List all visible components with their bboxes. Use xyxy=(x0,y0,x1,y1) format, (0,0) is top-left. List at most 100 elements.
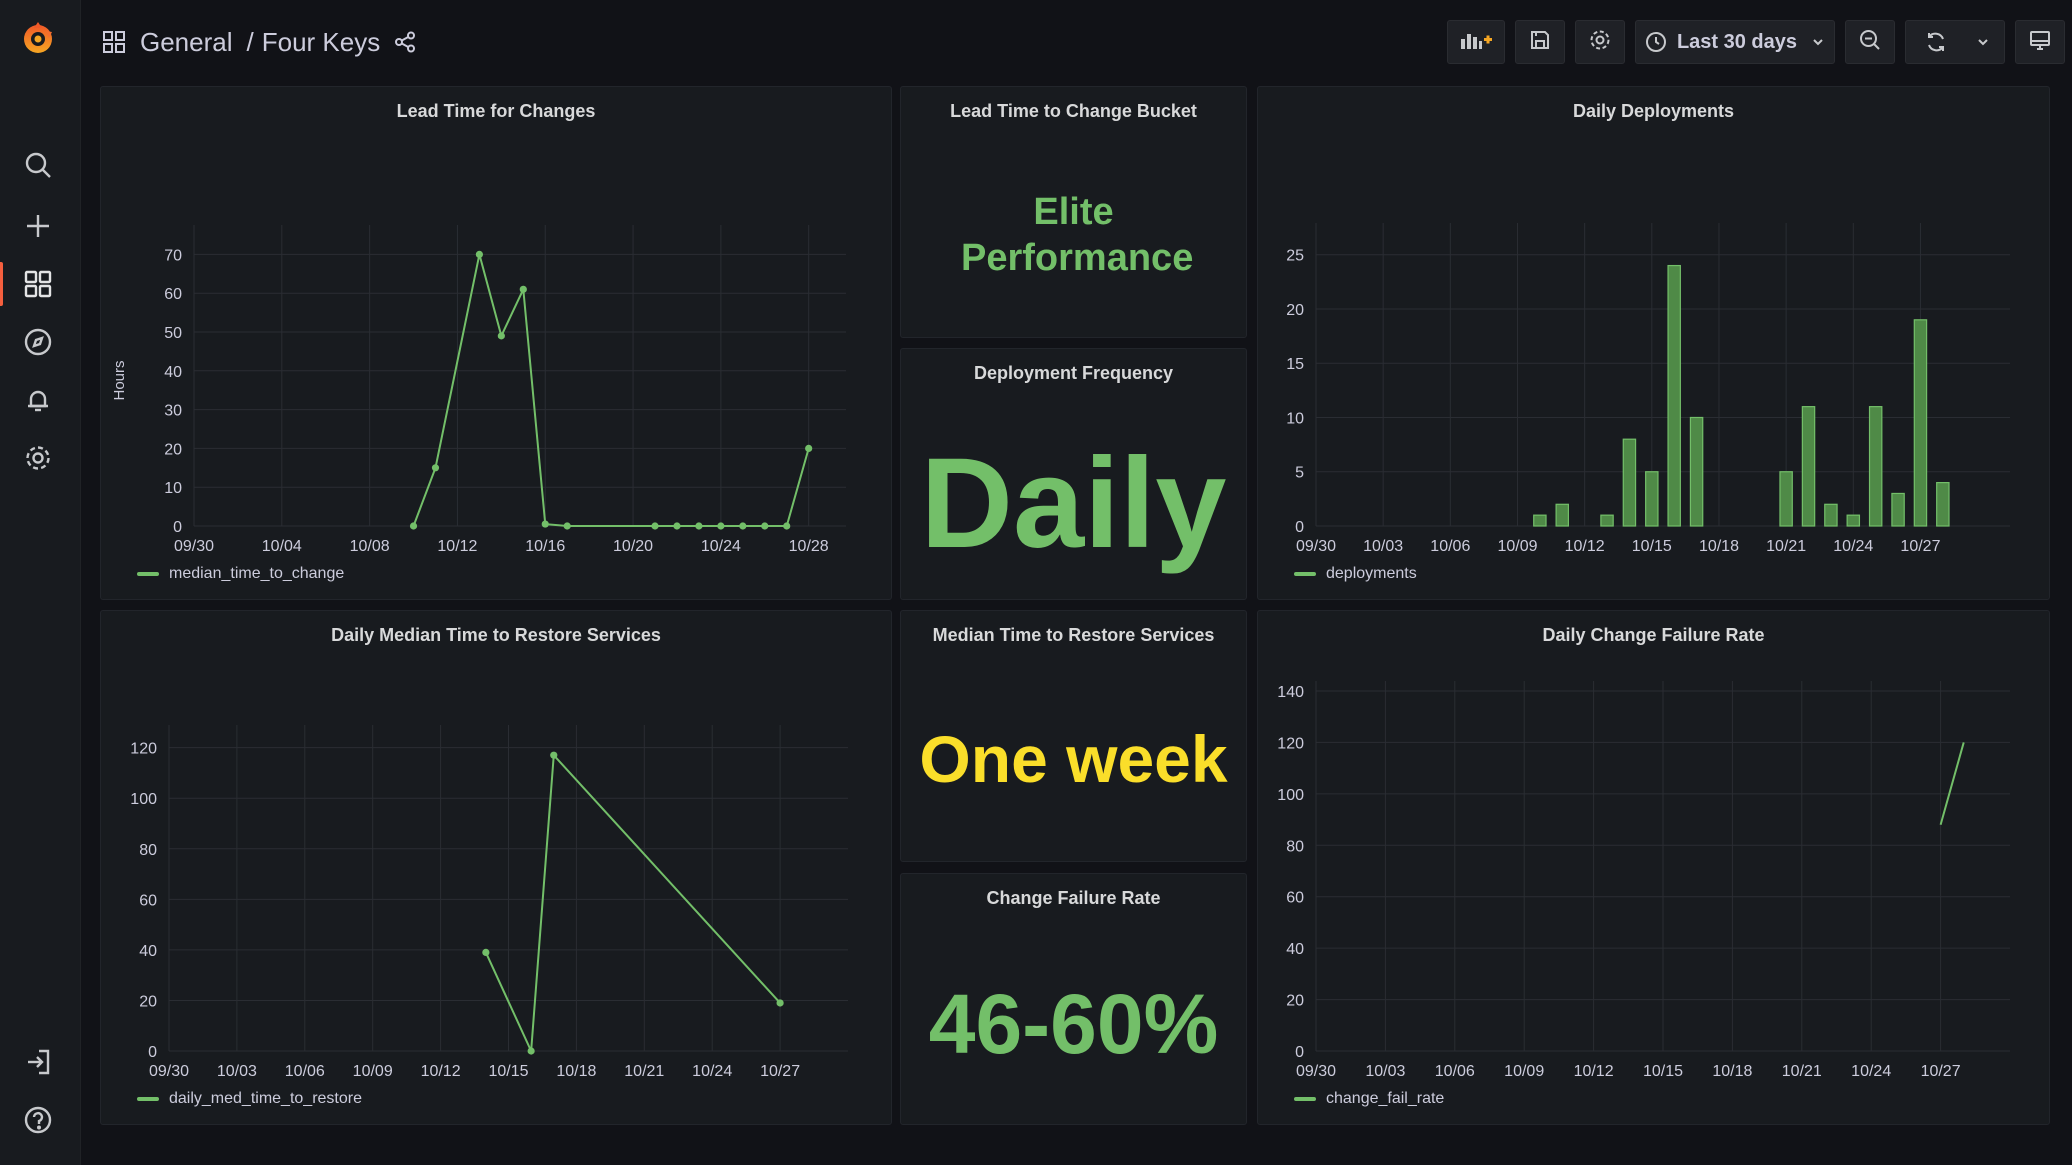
x-tick-label: 10/09 xyxy=(353,1063,393,1080)
zoom-out-button[interactable] xyxy=(1845,20,1895,64)
clock-icon xyxy=(1645,31,1667,53)
x-tick-label: 10/15 xyxy=(1643,1063,1683,1080)
time-range-picker[interactable]: Last 30 days xyxy=(1635,20,1835,64)
panel-title[interactable]: Lead Time for Changes xyxy=(396,101,596,121)
y-tick-label: 60 xyxy=(1286,890,1304,907)
refresh-button[interactable] xyxy=(1905,20,2005,64)
stat-value: One week xyxy=(919,722,1228,796)
monitor-icon xyxy=(2028,28,2052,57)
legend-label: change_fail_rate xyxy=(1326,1090,1445,1107)
series-line xyxy=(412,254,810,527)
top-navbar: General / Four Keys Last 30 days xyxy=(80,0,2072,84)
legend-swatch xyxy=(1294,1097,1316,1101)
y-tick-label: 40 xyxy=(139,943,157,960)
x-tick-label: 10/09 xyxy=(1497,538,1537,555)
deployment-bar xyxy=(1824,503,1838,527)
tv-mode-button[interactable] xyxy=(2015,20,2065,64)
explore-compass-icon[interactable] xyxy=(18,322,58,362)
deployment-bar xyxy=(1533,514,1547,527)
panel-title[interactable]: Change Failure Rate xyxy=(986,888,1161,908)
panel-daily-change-failure-rate[interactable]: Daily Change Failure Rate 0 20 40 60 80 100 12… xyxy=(1257,610,2050,1125)
x-tick-label: 10/12 xyxy=(1574,1063,1614,1080)
x-tick-label: 10/06 xyxy=(1430,538,1470,555)
panel-title[interactable]: Daily Median Time to Restore Services xyxy=(331,625,661,645)
sign-in-icon[interactable] xyxy=(18,1042,58,1082)
deployment-bar xyxy=(1622,438,1637,527)
lead-time-chart: 0 10 20 30 40 50 60 70 09/30 10/04 10/08 10/12 10/16… xyxy=(111,225,846,555)
panel-lead-time-for-changes[interactable]: Lead Time for Changes 0 10 20 30 40 50 60 70 09/… xyxy=(100,86,892,600)
data-point xyxy=(805,444,813,452)
bell-icon[interactable] xyxy=(18,380,58,420)
legend-swatch xyxy=(137,572,159,576)
settings-gear-icon xyxy=(1588,28,1612,57)
y-tick-label: 60 xyxy=(164,286,182,303)
panel-daily-deployments[interactable]: Daily Deployments 0 5 10 15 20 25 09/30 10/03 10… xyxy=(1257,86,2050,600)
dashboards-icon[interactable] xyxy=(18,264,58,304)
y-tick-label: 50 xyxy=(164,325,182,342)
deployment-bar xyxy=(1779,471,1793,527)
x-tick-label: 10/03 xyxy=(217,1063,257,1080)
restore-time-chart: 0 20 40 60 80 100 120 09/30 10/03 10/06 10/09 10/12… xyxy=(130,725,848,1080)
panel-title[interactable]: Daily Deployments xyxy=(1572,101,1735,121)
x-tick-label: 10/09 xyxy=(1504,1063,1544,1080)
deployment-bar xyxy=(1689,416,1704,527)
gear-icon[interactable] xyxy=(18,438,58,478)
chart-legend[interactable]: daily_med_time_to_restore xyxy=(137,1090,362,1108)
y-tick-label: 120 xyxy=(1277,735,1304,752)
panel-daily-median-restore[interactable]: Daily Median Time to Restore Services 0 2… xyxy=(100,610,892,1125)
breadcrumb-dashboard[interactable]: Four Keys xyxy=(261,26,381,57)
chart-legend[interactable]: deployments xyxy=(1294,565,1417,583)
chart-legend[interactable]: change_fail_rate xyxy=(1294,1090,1444,1108)
deployment-bar xyxy=(1936,481,1950,527)
data-point xyxy=(695,522,703,530)
search-icon[interactable] xyxy=(18,145,58,185)
add-panel-button[interactable] xyxy=(1447,20,1505,64)
dashboards-grid-icon[interactable] xyxy=(102,30,126,54)
x-tick-label: 10/16 xyxy=(525,538,565,555)
x-tick-label: 10/27 xyxy=(760,1063,800,1080)
x-tick-label: 09/30 xyxy=(149,1063,189,1080)
deployment-bar xyxy=(1555,503,1570,527)
chart-legend[interactable]: median_time_to_change xyxy=(137,565,344,583)
panel-change-failure-rate[interactable]: Change Failure Rate 46-60% xyxy=(900,873,1247,1125)
legend-label: deployments xyxy=(1326,565,1417,582)
panel-median-restore[interactable]: Median Time to Restore Services One week xyxy=(900,610,1247,862)
plus-icon[interactable] xyxy=(18,206,58,246)
add-panel-icon xyxy=(1459,29,1493,56)
panel-lead-time-bucket[interactable]: Lead Time to Change Bucket Elite Perform… xyxy=(900,86,1247,338)
save-dashboard-button[interactable] xyxy=(1515,20,1565,64)
deployment-bar xyxy=(1801,406,1816,527)
data-point xyxy=(717,522,725,530)
x-tick-label: 10/21 xyxy=(624,1063,664,1080)
y-tick-label: 0 xyxy=(173,519,182,536)
deployment-bar xyxy=(1667,264,1681,527)
x-tick-label: 10/12 xyxy=(421,1063,461,1080)
y-axis-label: Hours xyxy=(111,360,128,400)
share-icon[interactable] xyxy=(394,31,416,53)
grafana-logo-icon[interactable] xyxy=(18,18,58,58)
data-point xyxy=(673,522,681,530)
help-icon[interactable] xyxy=(18,1100,58,1140)
x-tick-label: 10/21 xyxy=(1782,1063,1822,1080)
dashboard-settings-button[interactable] xyxy=(1575,20,1625,64)
breadcrumb-folder[interactable]: General xyxy=(140,26,233,57)
refresh-interval-chevron-icon[interactable] xyxy=(1976,35,1990,49)
x-tick-label: 10/24 xyxy=(692,1063,732,1080)
panel-title[interactable]: Daily Change Failure Rate xyxy=(1542,625,1765,645)
legend-label: median_time_to_change xyxy=(169,565,345,582)
data-point xyxy=(550,751,558,759)
data-point xyxy=(739,522,747,530)
y-tick-label: 20 xyxy=(164,441,182,458)
panel-title[interactable]: Median Time to Restore Services xyxy=(932,625,1215,645)
series-line xyxy=(1939,742,1965,825)
x-tick-label: 10/15 xyxy=(488,1063,528,1080)
y-tick-label: 15 xyxy=(1286,356,1304,373)
panel-title[interactable]: Deployment Frequency xyxy=(973,363,1174,383)
x-tick-label: 10/15 xyxy=(1632,538,1672,555)
panel-deployment-frequency[interactable]: Deployment Frequency Daily xyxy=(900,348,1247,600)
data-point xyxy=(783,522,791,530)
panel-title[interactable]: Lead Time to Change Bucket xyxy=(950,101,1197,121)
legend-label: daily_med_time_to_restore xyxy=(169,1090,362,1107)
data-point xyxy=(563,522,571,530)
data-point xyxy=(651,522,659,530)
